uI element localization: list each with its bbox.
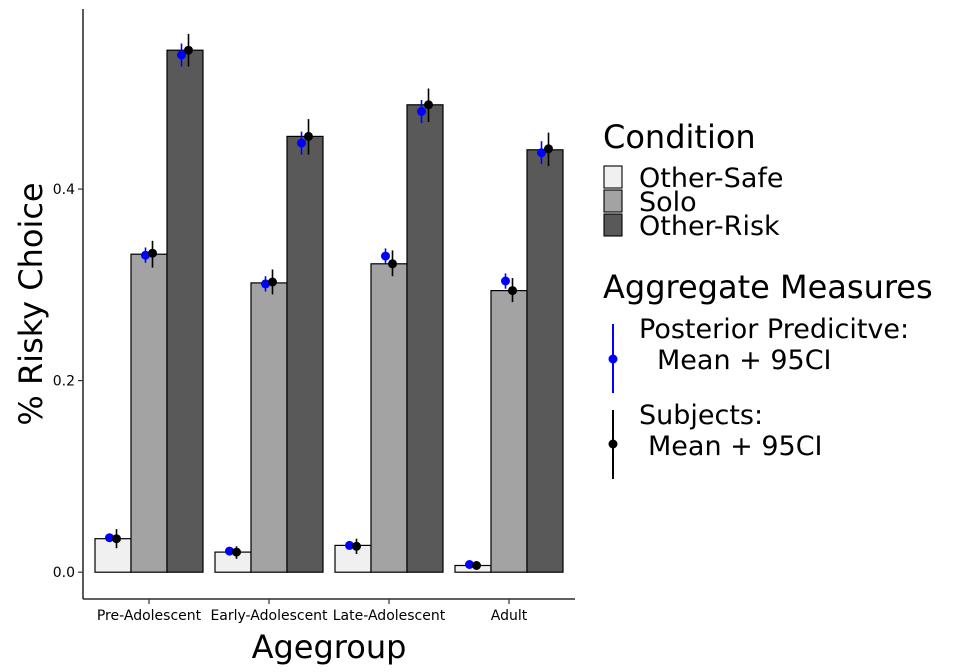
subjects-point-1-0 <box>232 547 241 557</box>
subjects-point-1-1 <box>268 277 277 287</box>
posterior-point-2-0 <box>345 540 354 550</box>
posterior-point-2-2 <box>417 107 426 116</box>
posterior-point-0-0 <box>105 533 114 543</box>
subjects-point-3-2 <box>544 144 553 154</box>
legend-condition-title: Condition <box>603 118 756 156</box>
legend-swatch-solo <box>603 189 623 213</box>
legend-swatch-other-risk <box>603 213 623 237</box>
posterior-point-3-0 <box>465 560 474 569</box>
x-axis-title: Agegroup <box>252 628 407 666</box>
subjects-point-1-2 <box>304 131 313 141</box>
subjects-point-3-0 <box>472 561 481 570</box>
x-tick-label-2: Late-Adolescent <box>333 608 446 624</box>
bar-other-risk-1 <box>286 135 324 573</box>
posterior-point-3-2 <box>537 148 546 158</box>
legend-subjects-point <box>608 439 618 449</box>
bar-other-risk-3 <box>526 149 564 573</box>
bar-other-safe-1 <box>214 551 252 573</box>
legend-posterior-label-line2: Mean + 95CI <box>657 345 832 376</box>
bar-solo-0 <box>130 253 168 573</box>
legend-swatch-other-safe <box>603 165 623 189</box>
bar-other-safe-2 <box>334 544 372 573</box>
bar-other-safe-0 <box>94 538 132 573</box>
subjects-point-0-2 <box>184 45 193 55</box>
posterior-point-0-2 <box>177 50 186 60</box>
legend-label-solo: Solo <box>639 187 697 218</box>
bar-solo-2 <box>370 263 408 573</box>
posterior-point-1-0 <box>225 546 234 556</box>
legend-subjects-label-line1: Subjects: <box>639 400 763 431</box>
subjects-point-2-0 <box>352 541 361 551</box>
subjects-point-2-2 <box>424 100 433 110</box>
subjects-point-3-1 <box>508 286 517 296</box>
posterior-point-1-1 <box>261 279 270 289</box>
legend-label-other-safe: Other-Safe <box>639 163 783 194</box>
subjects-point-0-0 <box>112 534 121 544</box>
x-tick-label-0: Pre-Adolescent <box>97 608 202 624</box>
bar-other-risk-0 <box>166 49 204 573</box>
legend-posterior-label-line1: Posterior Predicitve: <box>639 314 909 345</box>
posterior-point-1-2 <box>297 138 306 148</box>
bar-other-risk-2 <box>406 104 444 573</box>
legend-subjects-label-line2: Mean + 95CI <box>648 431 823 462</box>
legend-aggregate-title: Aggregate Measures <box>603 268 933 306</box>
y-tick-label-2: 0.4 <box>53 182 75 198</box>
bar-solo-1 <box>250 282 288 573</box>
bar-solo-3 <box>490 290 528 573</box>
x-tick-label-3: Adult <box>491 608 528 624</box>
y-axis-title: % Risky Choice <box>12 182 50 425</box>
bars-layer <box>94 49 564 573</box>
subjects-point-0-1 <box>148 248 157 258</box>
subjects-point-2-1 <box>388 259 397 269</box>
x-tick-label-1: Early-Adolescent <box>210 608 328 624</box>
y-tick-label-1: 0.2 <box>53 374 75 390</box>
legend-entry-posterior: Posterior Predicitve: Mean + 95CI <box>608 314 909 393</box>
error-bars-layer <box>105 33 553 570</box>
axes-layer: 0.0 0.2 0.4 Pre-Adolescent Early-Adolescent L… <box>53 9 575 624</box>
posterior-point-0-1 <box>141 250 150 260</box>
posterior-point-2-1 <box>381 251 390 261</box>
legend-label-other-risk: Other-Risk <box>639 211 780 242</box>
legend-posterior-point <box>608 354 618 364</box>
y-tick-label-0: 0.0 <box>53 565 75 581</box>
posterior-point-3-1 <box>501 276 510 286</box>
legend-entry-subjects: Subjects: Mean + 95CI <box>608 400 823 479</box>
